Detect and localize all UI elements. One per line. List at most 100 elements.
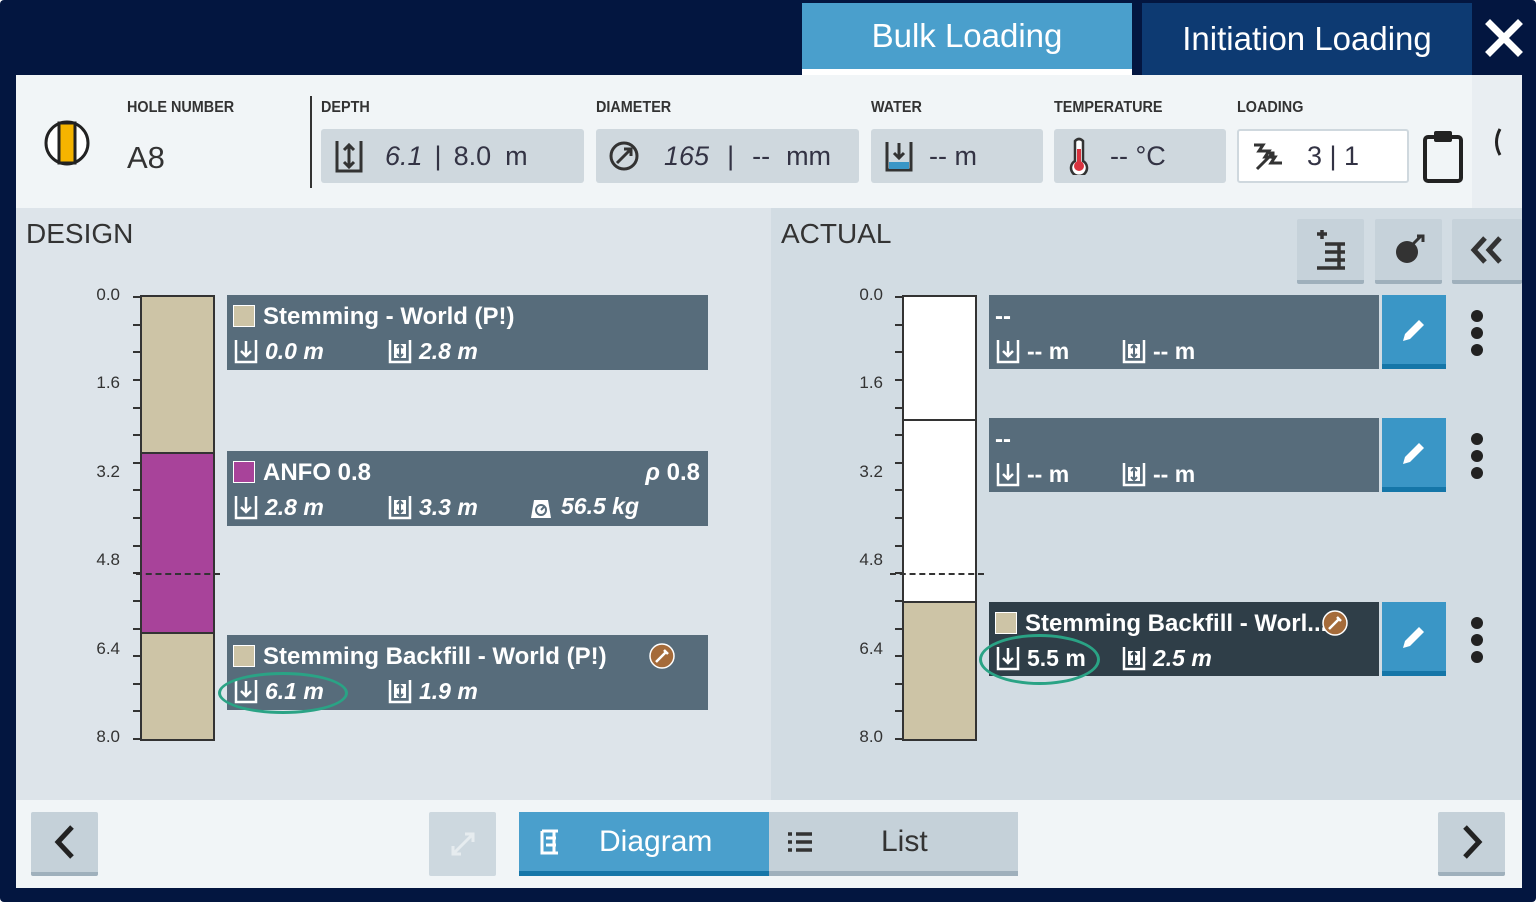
deck-length-icon [388, 680, 412, 704]
primer-button[interactable] [1375, 219, 1442, 284]
deck-color-swatch [995, 612, 1017, 634]
actual-deck-divider [904, 418, 975, 421]
deck-name: ANFO 0.8 [263, 459, 372, 486]
design-tick-mark [133, 682, 141, 685]
deck-depth-icon [234, 496, 258, 520]
design-water-line [136, 573, 220, 575]
tab-bulk-loading[interactable]: Bulk Loading [802, 3, 1132, 75]
actual-tick-mark [895, 544, 903, 547]
design-tick-label: 1.6 [96, 373, 120, 393]
water-field[interactable]: -- m [871, 129, 1043, 183]
previous-hole-button[interactable] [31, 812, 98, 876]
actual-tick-mark [895, 461, 903, 464]
diameter-label: DIAMETER [596, 99, 672, 116]
hole-number-value: A8 [127, 140, 165, 175]
more-options-icon[interactable] [1467, 617, 1487, 663]
design-tick-mark [133, 351, 141, 354]
design-tick-mark [133, 517, 141, 519]
expand-icon [451, 832, 474, 856]
expand-button[interactable] [429, 812, 496, 876]
diameter-field[interactable]: 165 | -- mm [596, 129, 859, 183]
design-tick-mark [133, 378, 141, 381]
next-hole-button[interactable] [1438, 812, 1505, 876]
design-tick-label: 6.4 [96, 638, 120, 658]
chevron-left-icon [54, 825, 74, 859]
loading-field[interactable]: 3 | 1 [1237, 129, 1409, 183]
diameter-actual: 165 [664, 140, 710, 171]
actual-tick-mark [895, 655, 903, 658]
deck-length-icon [1122, 340, 1146, 364]
design-tick-label: 4.8 [96, 550, 120, 570]
actual-deck-card[interactable]: -- -- m -- m [989, 418, 1379, 492]
deck-length: 3.3 m [387, 493, 478, 521]
close-icon[interactable] [1484, 18, 1524, 58]
list-icon [788, 831, 812, 852]
more-options-icon[interactable] [1467, 433, 1487, 479]
diameter-unit: mm [786, 140, 832, 171]
design-tick-mark [133, 710, 141, 713]
list-view-button[interactable]: List [769, 812, 1018, 876]
deck-depth-icon [996, 340, 1020, 364]
edit-deck-button[interactable] [1382, 602, 1446, 676]
actual-tick-mark [895, 599, 903, 602]
actual-tick-label: 3.2 [859, 461, 883, 481]
actual-tick-mark [895, 710, 903, 713]
thermometer-icon [1069, 137, 1089, 175]
temperature-label: TEMPERATURE [1054, 99, 1163, 116]
design-tick-mark [133, 406, 141, 409]
header-divider [310, 96, 312, 188]
deck-color-swatch [233, 305, 255, 327]
design-tick-mark [133, 738, 141, 740]
tab-bulk-loading-label: Bulk Loading [871, 17, 1063, 54]
design-title: DESIGN [26, 218, 134, 249]
actual-tick-label: 1.6 [859, 373, 883, 393]
deck-length: 1.9 m [387, 677, 478, 705]
depth-unit: m [505, 140, 528, 171]
deck-top-depth: 0.0 m [233, 337, 324, 365]
edit-deck-button[interactable] [1382, 418, 1446, 492]
density-value: 0.8 [666, 459, 700, 486]
design-tick-mark [133, 627, 141, 630]
collapse-panel-button[interactable] [1452, 219, 1522, 284]
water-value: -- m [929, 140, 977, 171]
design-tick-mark [133, 599, 141, 602]
actual-tick-mark [895, 378, 903, 381]
deck-length: -- m [1121, 337, 1195, 365]
design-deck-card[interactable]: ANFO 0.8 ρ 0.8 2.8 m 3.3 m 56.5 kg [227, 451, 708, 526]
list-view-label: List [881, 824, 928, 858]
diagram-view-label: Diagram [599, 824, 713, 858]
deck-top-depth: 2.8 m [233, 493, 324, 521]
water-label: WATER [871, 99, 922, 116]
actual-water-line [890, 573, 984, 575]
edit-deck-button[interactable] [1382, 295, 1446, 369]
deck-length-value: -- m [1153, 460, 1196, 487]
pencil-icon [1403, 442, 1424, 464]
diameter-icon [609, 141, 639, 171]
actual-deck-card[interactable]: -- -- m -- m [989, 295, 1379, 369]
more-options-icon[interactable] [1467, 310, 1487, 356]
diameter-design: -- [752, 140, 771, 171]
design-tick-label: 3.2 [96, 461, 120, 481]
diagram-view-button[interactable]: Diagram [519, 812, 769, 876]
design-tick-label: 8.0 [96, 727, 120, 746]
header-collapse-panel[interactable] [1472, 75, 1522, 208]
temperature-field[interactable]: -- °C [1054, 129, 1226, 183]
clipboard-icon[interactable] [1422, 128, 1464, 189]
deck-name: -- [995, 303, 1011, 330]
tab-initiation-loading[interactable]: Initiation Loading [1142, 3, 1472, 75]
design-tick-mark [133, 434, 141, 437]
deck-top-value: -- m [1027, 460, 1070, 487]
actual-tick-label: 4.8 [859, 550, 883, 570]
deck-name: Stemming Backfill - World (P!) [263, 643, 607, 670]
collapse-chevron-icon [1495, 128, 1502, 156]
pencil-icon [1403, 319, 1424, 341]
temperature-value: -- °C [1110, 140, 1166, 171]
depth-field[interactable]: 6.1 | 8.0 m [321, 129, 584, 183]
deck-depth-icon [996, 463, 1020, 487]
add-deck-button[interactable] [1297, 219, 1364, 284]
weight-icon [531, 499, 551, 518]
depth-separator: | [434, 140, 442, 171]
design-deck-card[interactable]: Stemming - World (P!) 0.0 m 2.8 m [227, 295, 708, 370]
density-symbol: ρ [645, 459, 660, 486]
deck-mass-value: 56.5 kg [561, 493, 639, 519]
